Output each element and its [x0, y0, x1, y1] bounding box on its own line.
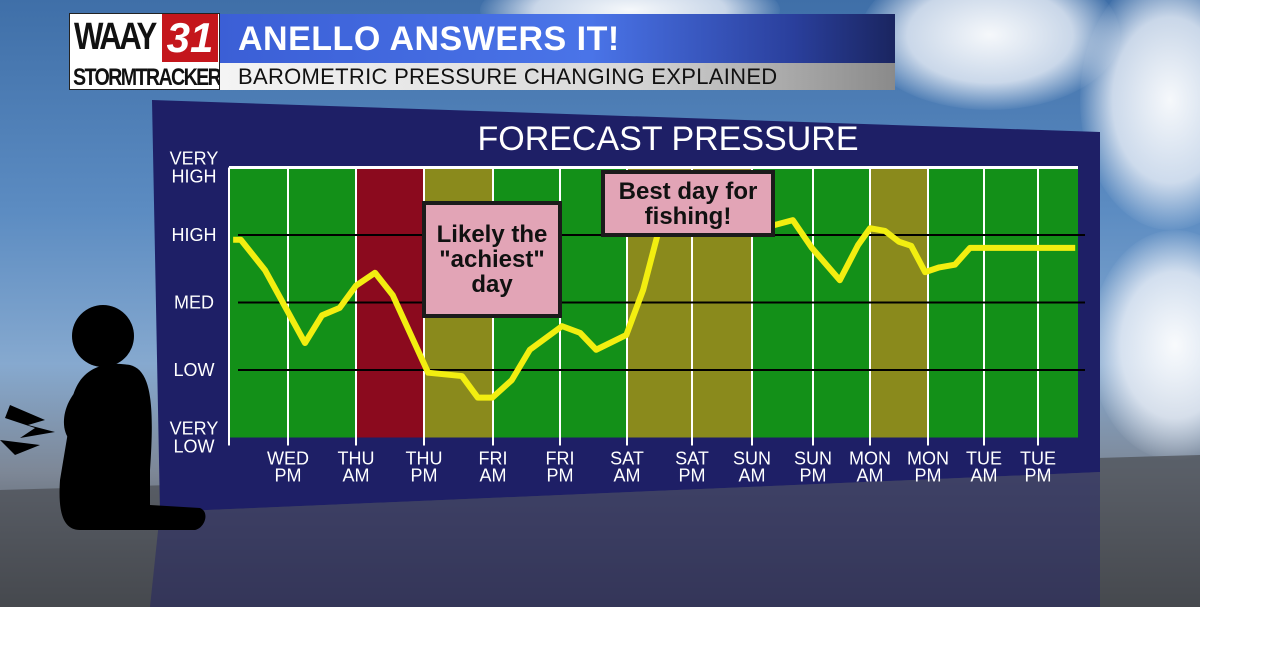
person-silhouette	[59, 305, 206, 530]
subtitle-bar: BAROMETRIC PRESSURE CHANGING EXPLAINED	[220, 63, 895, 90]
x-tick-label: TUE PM	[1020, 449, 1056, 486]
y-tick-label: HIGH	[172, 225, 217, 245]
title-banner: ANELLO ANSWERS IT!	[220, 14, 895, 63]
x-tick-label: FRI PM	[546, 449, 575, 486]
x-tick-label: MON PM	[907, 449, 949, 486]
best-fishing-day-note: Best day for fishing!	[601, 170, 775, 237]
x-tick-label: SAT AM	[610, 449, 644, 486]
y-tick-label: MED	[174, 293, 214, 313]
x-tick-label: FRI AM	[479, 449, 508, 486]
x-tick-label: MON AM	[849, 449, 891, 486]
weather-scene: FORECAST PRESSURE WED PM THU AM THU PM FRI AM FR…	[0, 0, 1200, 607]
station-logo: WAAY 31 STORMTRACKER	[69, 13, 222, 91]
forecast-board: FORECAST PRESSURE WED PM THU AM THU PM FRI AM FR…	[0, 100, 1200, 607]
achiest-day-note: Likely the "achiest" day	[422, 201, 562, 318]
board-reflection	[150, 472, 1100, 607]
x-tick-label: SAT PM	[675, 449, 709, 486]
x-tick-label: THU PM	[406, 449, 443, 486]
chart-title: FORECAST PRESSURE	[477, 120, 858, 158]
x-tick-label: WED PM	[267, 449, 309, 486]
y-tick-label: VERY LOW	[170, 419, 219, 457]
banner-subtitle: BAROMETRIC PRESSURE CHANGING EXPLAINED	[238, 64, 778, 89]
x-tick-label: SUN PM	[794, 449, 832, 486]
x-tick-label: TUE AM	[966, 449, 1002, 486]
x-tick-label: THU AM	[338, 449, 375, 486]
banner-title: ANELLO ANSWERS IT!	[238, 20, 620, 58]
pressure-line	[233, 182, 1076, 401]
pain-bolt-icon	[0, 405, 55, 455]
y-tick-label: VERY HIGH	[170, 149, 219, 187]
x-tick-label: SUN AM	[733, 449, 771, 486]
y-tick-label: LOW	[173, 360, 214, 380]
